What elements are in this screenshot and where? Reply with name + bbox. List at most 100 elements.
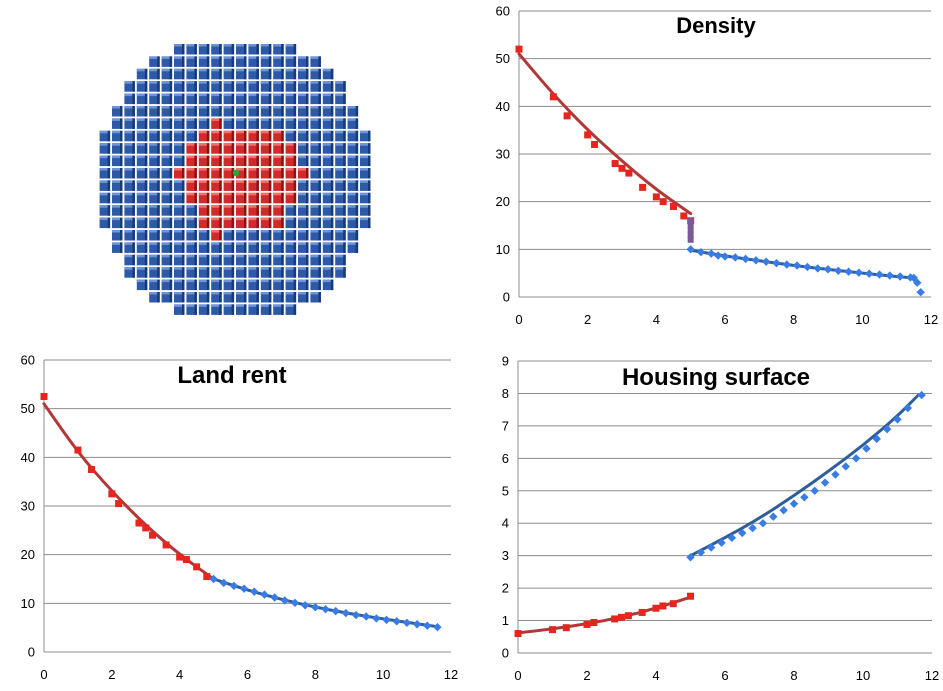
periphery-data-point [862,444,871,453]
center-block [236,192,247,204]
periphery-data-point [844,267,853,276]
periphery-block [273,230,284,241]
periphery-block [136,168,148,179]
periphery-block [174,292,185,303]
center-point-marker [232,169,240,177]
periphery-block [273,56,284,67]
periphery-block [335,180,346,191]
periphery-block [347,155,359,167]
periphery-data-point [834,266,843,275]
center-block [236,205,247,216]
periphery-data-point [762,257,771,266]
periphery-block [347,180,359,191]
periphery-data-point [696,548,706,557]
center-block [236,155,247,167]
center-block [273,143,284,154]
periphery-block [260,81,272,92]
periphery-block [322,217,334,229]
periphery-block [136,143,148,154]
y-tick-label: 5 [502,483,509,498]
periphery-block [347,230,359,241]
periphery-block [298,205,309,216]
periphery-data-point [895,272,905,281]
periphery-block [285,81,297,92]
periphery-block [136,267,148,278]
periphery-block [322,81,334,92]
periphery-data-point [789,499,799,508]
center-block [211,118,222,129]
center-block [248,180,259,191]
periphery-block [161,56,173,67]
periphery-data-point [362,612,371,621]
periphery-block [360,192,371,204]
periphery-block [112,168,123,179]
y-tick-label: 2 [502,581,509,596]
center-block [223,168,235,179]
periphery-block [161,143,173,154]
periphery-block [124,217,135,229]
periphery-block [161,242,173,253]
periphery-block [136,106,148,117]
y-tick-label: 4 [502,516,509,531]
periphery-block [161,192,173,204]
periphery-data-point [841,462,850,471]
periphery-block [174,242,185,253]
periphery-block [186,217,197,229]
center-block [223,155,235,167]
center-block [211,143,222,154]
center-data-point [659,198,667,206]
periphery-block [285,44,297,55]
periphery-block [174,106,185,117]
periphery-block [211,254,222,266]
periphery-block [112,242,123,253]
y-tick-label: 30 [496,147,510,162]
x-tick-label: 10 [855,312,869,327]
periphery-block [322,279,334,291]
periphery-data-point [782,260,791,269]
center-data-point [87,466,95,473]
periphery-block [211,56,222,67]
periphery-block [186,267,197,278]
periphery-block [285,205,297,216]
periphery-block [285,267,297,278]
periphery-block [322,143,334,154]
periphery-block [248,292,259,303]
periphery-block [198,106,210,117]
periphery-block [161,230,173,241]
periphery-block [322,93,334,105]
periphery-block [298,81,309,92]
center-block [211,230,222,241]
center-data-point [625,169,633,177]
periphery-block [248,106,259,117]
periphery-block [248,56,259,67]
center-data-point [590,619,598,627]
periphery-block [285,292,297,303]
periphery-block [285,217,297,229]
periphery-block [198,68,210,80]
periphery-block [124,81,135,92]
periphery-block [149,130,160,142]
center-block [285,168,297,179]
x-tick-label: 4 [653,312,660,327]
periphery-block [149,168,160,179]
center-block [223,217,235,229]
center-data-point [182,556,190,564]
periphery-data-point [731,253,740,262]
periphery-data-point [229,581,239,591]
periphery-block [248,254,259,266]
periphery-block [347,168,359,179]
periphery-block [99,143,111,154]
center-data-point [563,112,571,120]
periphery-block [236,279,247,291]
y-tick-label: 8 [502,386,509,401]
periphery-block [223,279,235,291]
periphery-block [260,292,272,303]
periphery-block [236,56,247,67]
center-block [198,155,210,167]
periphery-block [335,93,346,105]
center-fitted-curve [42,402,216,581]
periphery-data-point [758,519,768,528]
y-tick-label: 60 [21,353,35,368]
periphery-block [112,192,123,204]
x-tick-label: 6 [721,312,728,327]
